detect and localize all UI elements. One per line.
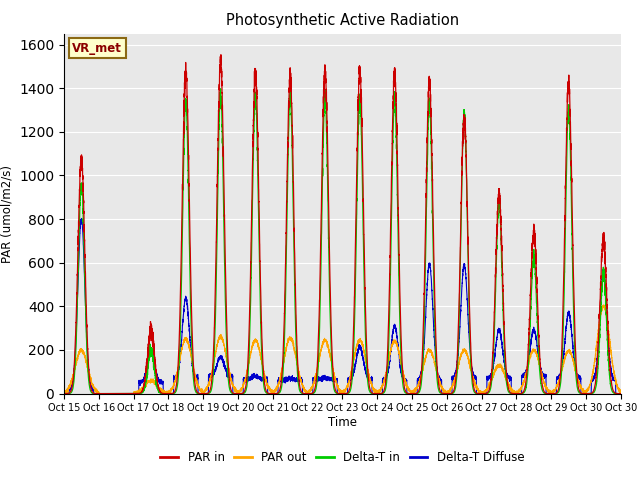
PAR out [205,382,212,388]
Delta-T Diffuse [80,249,88,254]
Delta-T in [310,390,318,396]
PAR in [479,391,486,396]
Delta-T in [617,391,625,396]
Delta-T Diffuse [310,378,318,384]
PAR in [79,195,87,201]
PAR out [231,388,239,394]
PAR out [546,389,554,395]
PAR in [231,391,239,396]
PAR out [80,350,88,356]
Title: Photosynthetic Active Radiation: Photosynthetic Active Radiation [226,13,459,28]
PAR in [217,52,225,58]
Text: VR_met: VR_met [72,42,122,55]
PAR out [61,391,69,396]
PAR in [546,391,554,396]
Y-axis label: PAR (umol/m2/s): PAR (umol/m2/s) [1,165,13,263]
PAR in [310,389,318,395]
PAR in [617,391,625,396]
PAR in [205,390,212,396]
Delta-T Diffuse [479,391,486,396]
Delta-T Diffuse [205,373,212,379]
PAR out [600,302,607,308]
Delta-T Diffuse [60,391,68,396]
Delta-T Diffuse [617,391,625,396]
PAR out [310,379,317,385]
Delta-T Diffuse [77,216,85,221]
Delta-T in [479,391,486,396]
X-axis label: Time: Time [328,416,357,429]
Delta-T in [205,391,212,396]
Delta-T in [231,391,239,396]
Line: Delta-T Diffuse: Delta-T Diffuse [64,218,621,394]
Line: PAR out: PAR out [64,305,621,394]
Delta-T in [79,223,87,229]
Line: PAR in: PAR in [64,55,621,394]
PAR in [60,391,68,396]
Delta-T in [217,86,225,92]
PAR out [478,389,486,395]
Delta-T Diffuse [231,391,239,396]
Delta-T in [546,391,554,396]
Delta-T in [95,391,102,396]
PAR out [60,390,68,396]
Delta-T Diffuse [546,391,554,396]
PAR in [95,391,102,396]
Line: Delta-T in: Delta-T in [64,89,621,394]
Delta-T in [60,391,68,396]
PAR out [617,388,625,394]
Delta-T Diffuse [95,391,102,396]
Legend: PAR in, PAR out, Delta-T in, Delta-T Diffuse: PAR in, PAR out, Delta-T in, Delta-T Dif… [156,446,529,469]
